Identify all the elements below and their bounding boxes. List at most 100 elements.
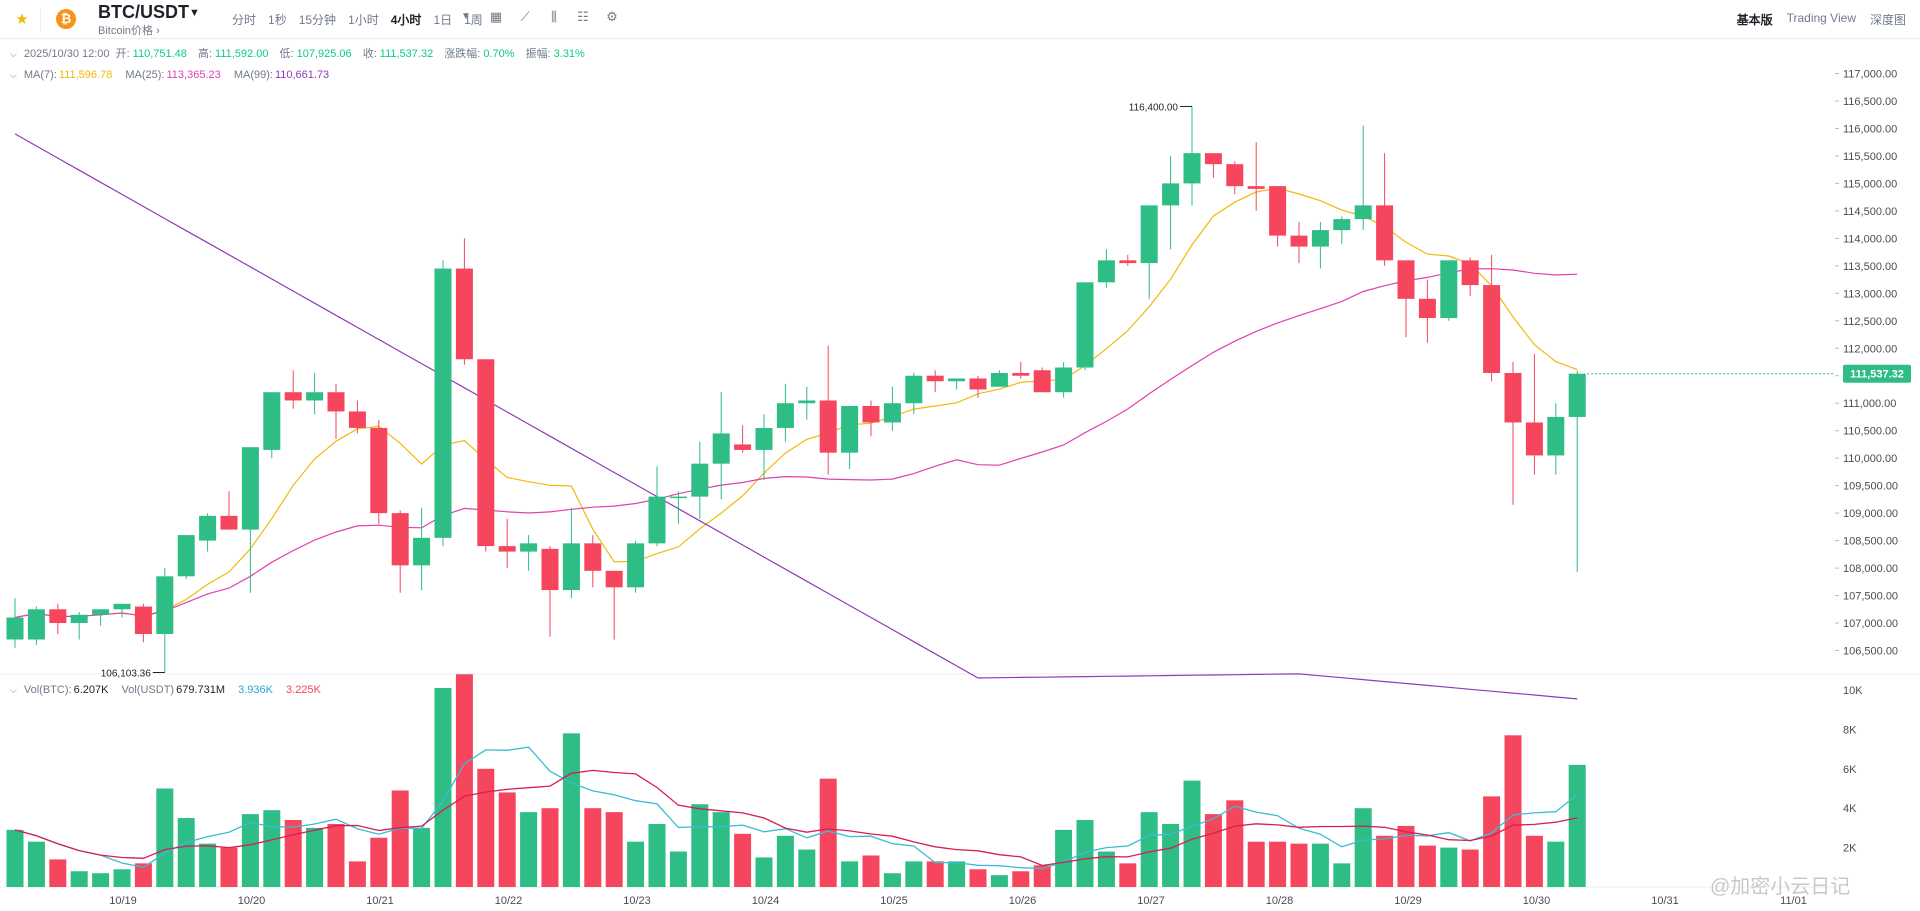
candle-body <box>562 543 580 591</box>
volume-bar <box>284 820 302 887</box>
ma7-label: MA(7): <box>23 69 57 81</box>
collapse-chevron-icon[interactable]: ⌵ <box>10 49 17 59</box>
candle-body <box>1290 235 1308 247</box>
close-value: 111,537.32 <box>379 48 434 60</box>
collapse-chevron-icon[interactable]: ⌵ <box>10 70 17 80</box>
price-axis-label: 116,000.00 <box>1843 123 1897 135</box>
volume-bar <box>755 857 773 887</box>
price-axis-label: 109,000.00 <box>1843 508 1898 520</box>
volume-axis-label: 6K <box>1843 764 1857 776</box>
candle-body <box>691 463 709 497</box>
volume-bar <box>1333 863 1351 887</box>
volume-bar <box>156 788 174 887</box>
volume-bar <box>819 778 837 887</box>
pair-subtitle-link[interactable]: Bitcoin价格 › <box>98 25 160 37</box>
volume-bar <box>605 812 623 887</box>
candle-body <box>755 427 773 450</box>
candle-body <box>92 609 110 615</box>
candle-body <box>648 496 666 544</box>
candle-body <box>1247 186 1265 189</box>
price-axis-label: 115,500.00 <box>1843 151 1897 163</box>
volume-bar <box>691 804 709 887</box>
favorite-star-icon[interactable]: ★ <box>15 11 29 28</box>
candle-body <box>1525 422 1543 456</box>
candle-body <box>1269 186 1287 236</box>
interval-tab[interactable]: 1日 <box>433 13 453 27</box>
volume-bar <box>1097 851 1115 887</box>
volume-bar <box>241 814 259 887</box>
more-intervals-icon[interactable]: ▼ <box>461 11 471 22</box>
volume-bar <box>1525 835 1543 887</box>
candle-body <box>883 403 901 423</box>
candle-body <box>841 405 859 453</box>
date-axis-label: 10/20 <box>238 895 266 907</box>
settings-gear-icon[interactable]: ⚙ <box>606 9 618 24</box>
view-basic[interactable]: 基本版 <box>1736 13 1773 27</box>
volume-bar <box>776 835 794 887</box>
interval-tab-active[interactable]: 4小时 <box>390 13 422 27</box>
pair-dropdown-icon[interactable]: ▼ <box>189 7 200 19</box>
chart-style-icon[interactable]: ⟋ <box>520 9 530 24</box>
price-axis-label: 110,500.00 <box>1843 426 1897 438</box>
pair-title[interactable]: BTC/USDT <box>98 2 189 22</box>
volume-bar <box>391 790 409 887</box>
volume-bar <box>1290 843 1308 887</box>
volume-bar <box>413 827 431 887</box>
interval-tab[interactable]: 1秒 <box>268 13 287 27</box>
chart-annotations: 116,400.00 106,103.36 111,537.32 <box>101 102 1911 679</box>
date-axis-label: 10/19 <box>109 895 137 907</box>
price-axis-label: 108,500.00 <box>1843 536 1898 548</box>
price-axis-label: 110,000.00 <box>1843 453 1897 465</box>
calendar-icon[interactable]: ▦ <box>489 9 503 24</box>
volume-bar <box>1547 841 1565 887</box>
price-axis-label: 113,000.00 <box>1843 288 1897 300</box>
volume-bar <box>70 871 88 887</box>
ma25-label: MA(25): <box>125 69 165 81</box>
candle-body <box>1076 282 1094 368</box>
price-axis-label: 112,500.00 <box>1843 316 1897 328</box>
date-axis-label: 10/27 <box>1137 895 1165 907</box>
volume-bar <box>327 823 345 887</box>
volume-bar <box>306 827 324 887</box>
candle-body <box>306 392 324 401</box>
volume-axis-label: 10K <box>1843 685 1863 697</box>
candle-body <box>413 537 431 566</box>
chart-tools: ▦ ⟋ ⫼ ☷ ⚙ <box>488 9 633 25</box>
candle-body <box>819 400 837 453</box>
interval-tab[interactable]: 1周 <box>464 13 483 27</box>
price-axis-label: 113,500.00 <box>1843 261 1897 273</box>
interval-tab[interactable]: 1小时 <box>348 13 379 27</box>
candle-body <box>1333 219 1351 231</box>
volume-bar <box>1354 808 1372 887</box>
current-price-text: 111,537.32 <box>1850 369 1904 381</box>
view-tradingview[interactable]: Trading View <box>1786 11 1856 25</box>
interval-tab[interactable]: 分时 <box>232 13 257 27</box>
low-annotation: 106,103.36 <box>101 668 151 679</box>
volume-bar <box>370 837 388 887</box>
indicators-icon[interactable]: ⫼ <box>551 9 557 24</box>
date-axis-label: 10/26 <box>1009 895 1037 907</box>
volume-axis: 10K 8K 6K 4K 2K <box>1843 685 1863 855</box>
collapse-chevron-icon[interactable]: ⌵ <box>10 685 17 695</box>
price-axis-label: 114,500.00 <box>1843 206 1897 218</box>
volume-bar <box>669 851 687 887</box>
volume-bar <box>648 823 666 887</box>
candle-body <box>1354 205 1372 220</box>
candle-body <box>1397 260 1415 299</box>
ma7-value: 111,596.78 <box>58 69 113 81</box>
candle-body <box>1483 285 1501 373</box>
ma25-value: 113,365.23 <box>166 69 221 81</box>
view-depth[interactable]: 深度图 <box>1869 13 1906 27</box>
vol-btc-value: 6.207K <box>73 684 109 696</box>
volume-bar <box>862 855 880 887</box>
interval-tab[interactable]: 15分钟 <box>298 13 337 27</box>
volume-bar <box>477 768 495 887</box>
date-axis-label: 10/23 <box>623 895 651 907</box>
price-axis-label: 115,000.00 <box>1843 178 1897 190</box>
candle-body <box>1055 367 1073 393</box>
candle-body <box>1504 372 1522 423</box>
volume-bar <box>1461 849 1479 887</box>
settings-sliders-icon[interactable]: ☷ <box>577 9 589 24</box>
volume-bar <box>434 688 452 887</box>
